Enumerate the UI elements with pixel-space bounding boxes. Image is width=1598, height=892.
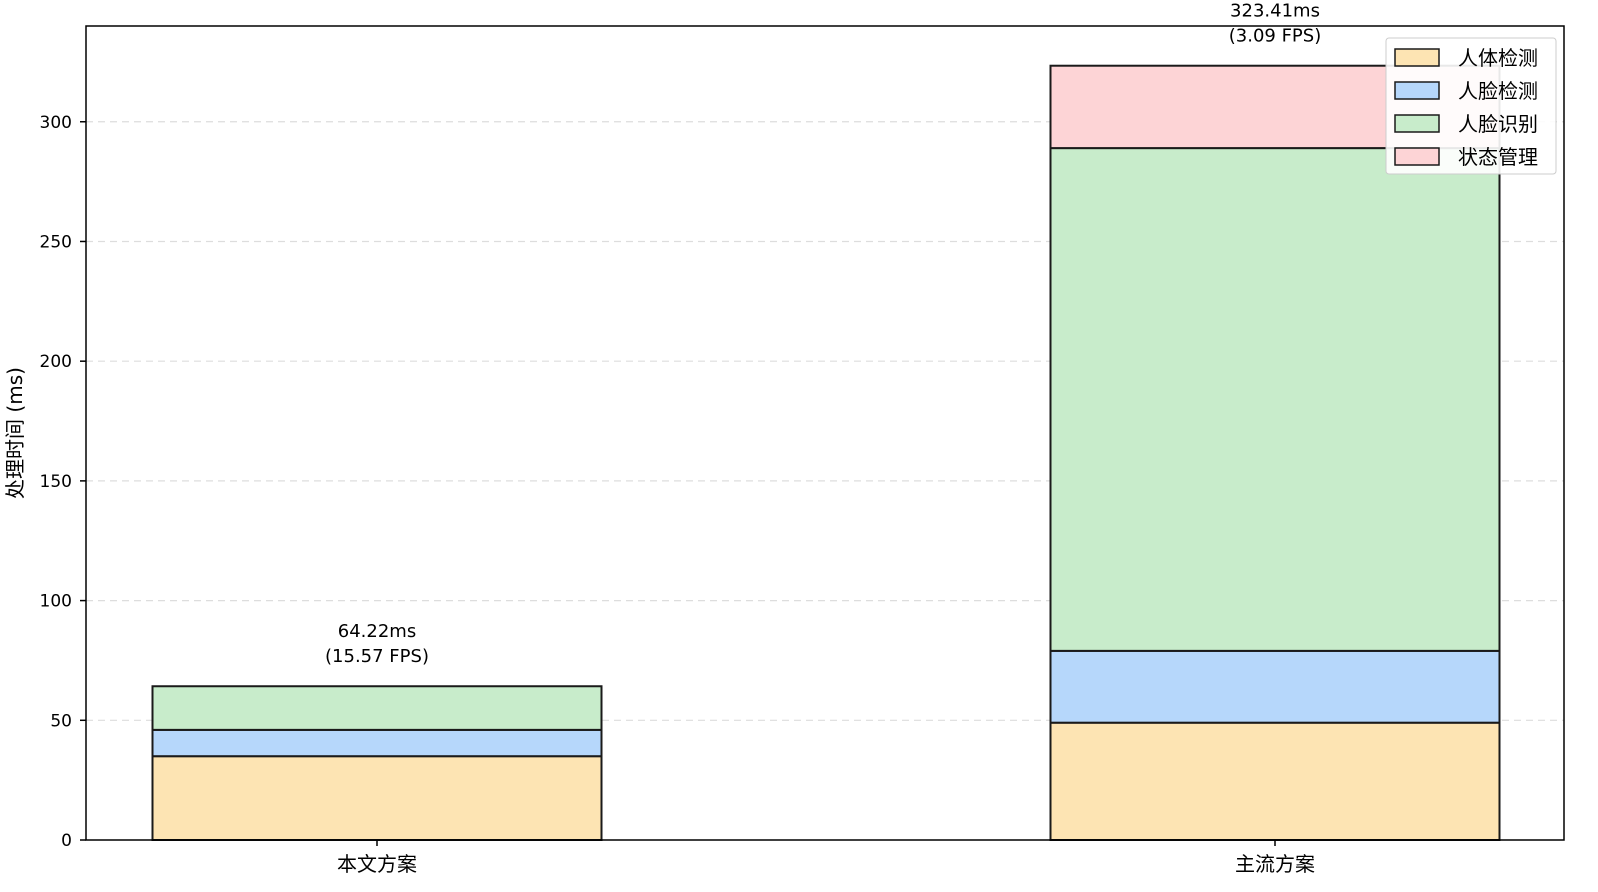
total-label-0: 64.22ms <box>338 621 416 642</box>
total-annotations: 64.22ms (15.57 FPS) 323.41ms (3.09 FPS) <box>325 1 1321 668</box>
bar-segment-1-2 <box>1049 147 1501 652</box>
bars <box>151 64 1501 841</box>
y-tick-label-250: 250 <box>40 232 72 252</box>
x-tick-label-1: 主流方案 <box>1235 852 1315 876</box>
legend-swatch-0 <box>1394 48 1440 67</box>
y-tick-label-200: 200 <box>40 352 72 372</box>
y-tick-label-100: 100 <box>40 592 72 612</box>
y-tick-label-50: 50 <box>50 711 72 731</box>
plot-frame <box>85 25 1565 841</box>
legend-swatch-1 <box>1394 81 1440 100</box>
y-tick-label-150: 150 <box>40 472 72 492</box>
y-axis: 0 50 100 150 200 250 300 <box>40 113 86 851</box>
total-label-1: 323.41ms <box>1230 1 1320 22</box>
bar-segment-0-1 <box>151 728 603 758</box>
legend-swatch-3 <box>1394 147 1440 166</box>
legend-label-2: 人脸识别 <box>1458 112 1538 136</box>
legend-label-0: 人体检测 <box>1458 46 1538 70</box>
fps-label-0: (15.57 FPS) <box>325 646 429 667</box>
bar-segment-1-1 <box>1049 649 1501 724</box>
y-axis-title: 处理时间 (ms) <box>3 367 27 499</box>
bar-segment-0-2 <box>151 685 603 731</box>
legend-label-1: 人脸检测 <box>1458 79 1538 103</box>
legend-label-3: 状态管理 <box>1458 145 1538 169</box>
y-tick-label-300: 300 <box>40 113 72 133</box>
bar-segment-0-0 <box>151 755 603 841</box>
x-tick-label-0: 本文方案 <box>337 852 417 876</box>
bar-segment-1-0 <box>1049 721 1501 841</box>
legend-box <box>1385 37 1557 175</box>
legend-swatch-2 <box>1394 114 1440 133</box>
x-axis: 本文方案 主流方案 <box>337 840 1315 876</box>
y-tick-label-0: 0 <box>61 831 72 851</box>
fps-label-1: (3.09 FPS) <box>1229 26 1321 47</box>
